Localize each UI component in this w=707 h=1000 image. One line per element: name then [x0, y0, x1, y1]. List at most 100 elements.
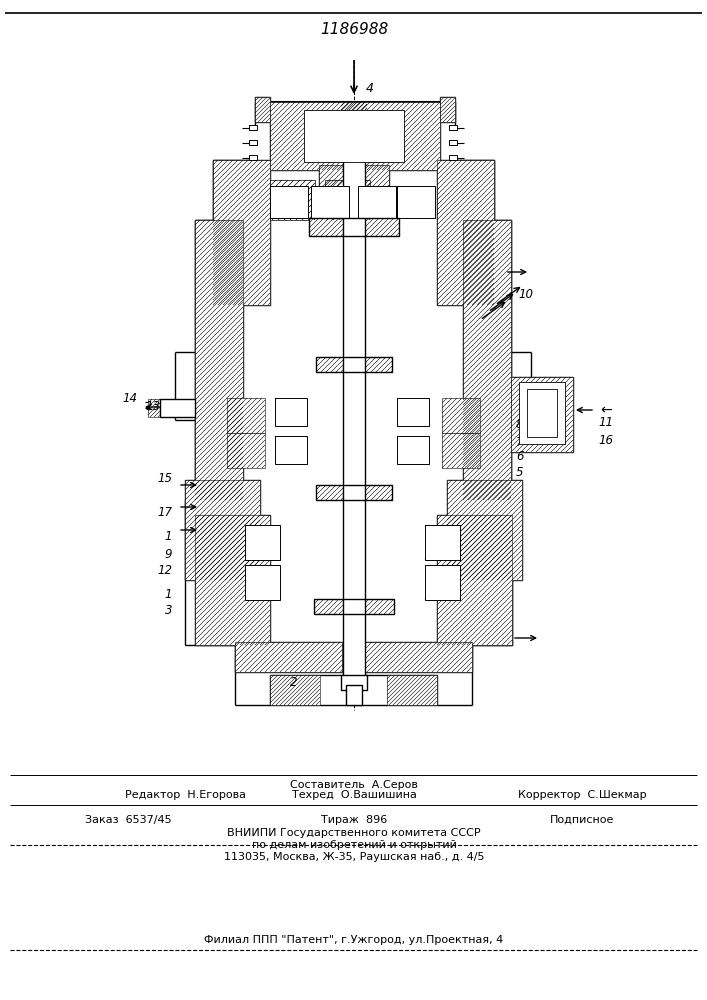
- Bar: [270, 675, 320, 705]
- Bar: [213, 160, 270, 305]
- Bar: [270, 102, 440, 170]
- Text: 4: 4: [366, 82, 374, 95]
- Text: 1: 1: [165, 587, 172, 600]
- Bar: [387, 675, 437, 705]
- Text: Редактор  Н.Егорова: Редактор Н.Егорова: [125, 790, 246, 800]
- Bar: [227, 433, 265, 468]
- Bar: [447, 480, 522, 580]
- Text: Заказ  6537/45: Заказ 6537/45: [85, 815, 172, 825]
- Bar: [449, 155, 457, 160]
- Bar: [442, 398, 480, 433]
- Text: 9: 9: [165, 548, 172, 562]
- Bar: [511, 377, 573, 452]
- Bar: [185, 480, 260, 580]
- Text: 16: 16: [598, 434, 613, 446]
- Bar: [270, 675, 437, 705]
- Bar: [245, 525, 280, 560]
- Bar: [319, 165, 389, 200]
- Bar: [440, 97, 455, 122]
- Bar: [442, 433, 480, 468]
- Bar: [342, 642, 472, 672]
- Bar: [341, 675, 367, 690]
- Bar: [316, 357, 392, 372]
- Bar: [319, 165, 389, 200]
- Text: 113035, Москва, Ж-35, Раушская наб., д. 4/5: 113035, Москва, Ж-35, Раушская наб., д. …: [223, 852, 484, 862]
- Text: 10: 10: [518, 288, 533, 300]
- Bar: [316, 357, 392, 372]
- Bar: [160, 399, 195, 417]
- Bar: [185, 480, 260, 580]
- Text: Корректор  С.Шекмар: Корректор С.Шекмар: [518, 790, 646, 800]
- Bar: [397, 186, 435, 218]
- Text: 7: 7: [516, 436, 523, 448]
- Bar: [195, 220, 243, 500]
- Bar: [341, 102, 367, 130]
- Bar: [245, 565, 280, 600]
- Bar: [249, 140, 257, 145]
- Bar: [447, 480, 522, 580]
- Bar: [314, 599, 394, 614]
- Bar: [437, 515, 512, 645]
- Bar: [440, 97, 455, 122]
- Bar: [397, 398, 429, 426]
- Bar: [316, 485, 392, 500]
- Text: 6: 6: [516, 450, 523, 464]
- Bar: [314, 599, 394, 614]
- Text: 14: 14: [122, 392, 137, 406]
- Bar: [437, 515, 512, 645]
- Bar: [255, 97, 270, 122]
- Bar: [309, 218, 399, 236]
- Bar: [325, 180, 370, 220]
- Bar: [275, 436, 307, 464]
- Bar: [527, 389, 557, 437]
- Bar: [519, 382, 565, 444]
- Text: 17: 17: [157, 506, 172, 520]
- Bar: [511, 377, 573, 452]
- Text: Подписное: Подписное: [550, 815, 614, 825]
- Bar: [195, 220, 243, 500]
- Bar: [195, 515, 270, 645]
- Text: ВНИИПИ Государственного комитета СССР: ВНИИПИ Государственного комитета СССР: [227, 828, 481, 838]
- Bar: [341, 102, 367, 130]
- Bar: [275, 398, 307, 426]
- Text: 3: 3: [165, 603, 172, 616]
- Text: 13: 13: [145, 400, 160, 414]
- Text: 1186988: 1186988: [320, 22, 388, 37]
- Text: 5: 5: [516, 466, 523, 479]
- Text: по делам изобретений и открытий: по делам изобретений и открытий: [252, 840, 457, 850]
- Bar: [449, 140, 457, 145]
- Bar: [437, 160, 494, 305]
- Text: Составитель  А.Серов: Составитель А.Серов: [290, 780, 418, 790]
- Text: 12: 12: [157, 564, 172, 576]
- Bar: [213, 160, 270, 305]
- Bar: [148, 399, 163, 417]
- Bar: [304, 110, 404, 162]
- Text: 2: 2: [290, 676, 298, 688]
- Text: 15: 15: [157, 472, 172, 485]
- Bar: [195, 515, 270, 645]
- Bar: [316, 485, 392, 500]
- Bar: [270, 180, 315, 220]
- Text: 11: 11: [598, 416, 613, 430]
- Text: ←: ←: [600, 403, 612, 417]
- Bar: [227, 398, 265, 433]
- Bar: [358, 186, 396, 218]
- Bar: [346, 685, 362, 705]
- Bar: [311, 186, 349, 218]
- Bar: [397, 436, 429, 464]
- Bar: [255, 97, 270, 122]
- Bar: [425, 525, 460, 560]
- Bar: [309, 218, 399, 236]
- Text: Тираж  896: Тираж 896: [321, 815, 387, 825]
- Bar: [235, 642, 365, 672]
- Bar: [249, 125, 257, 130]
- Bar: [425, 565, 460, 600]
- Bar: [437, 160, 494, 305]
- Bar: [270, 102, 440, 170]
- Text: 8: 8: [516, 418, 523, 432]
- Text: Филиал ППП "Патент", г.Ужгород, ул.Проектная, 4: Филиал ППП "Патент", г.Ужгород, ул.Проек…: [204, 935, 503, 945]
- Bar: [235, 642, 472, 672]
- Bar: [343, 130, 365, 680]
- Bar: [249, 155, 257, 160]
- Text: Техред  О.Вашишина: Техред О.Вашишина: [291, 790, 416, 800]
